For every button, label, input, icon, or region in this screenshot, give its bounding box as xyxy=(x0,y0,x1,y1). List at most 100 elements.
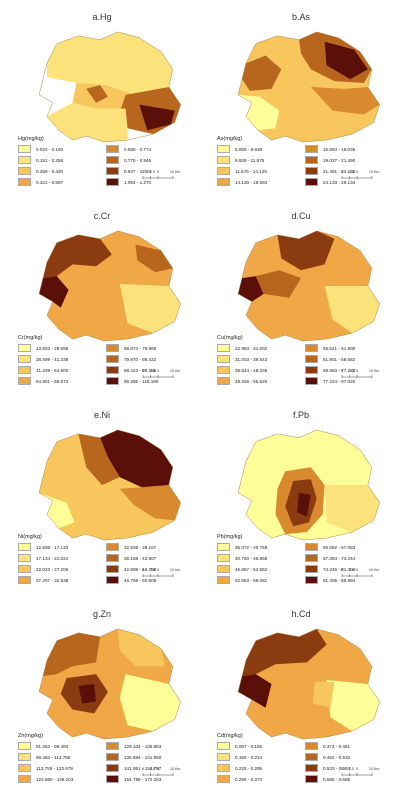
legend-title: As(mg/kg) xyxy=(217,136,243,142)
concentration-zone xyxy=(43,632,101,677)
legend-title: Hg(mg/kg) xyxy=(18,136,44,142)
legend-label: 0.374 - 0.461 xyxy=(323,743,351,749)
scale-label: 10 Km xyxy=(170,170,181,174)
concentration-zone xyxy=(324,285,380,334)
legend-item: 99.484 - 113.758 xyxy=(18,753,98,761)
concentration-zone xyxy=(255,270,301,298)
choropleth-map xyxy=(237,230,380,342)
legend-label: 16.584 - 19.036 xyxy=(323,146,356,152)
scale-label: 10 Km xyxy=(369,170,380,174)
legend-swatch xyxy=(217,355,230,363)
legend: Hg(mg/kg) 0.022 - 0.150 0.598 - 0.774 0.151… xyxy=(18,136,186,186)
legend-item: 0.259 - 0.420 xyxy=(18,167,98,175)
concentration-zone xyxy=(119,674,181,732)
legend-item: 99.286 - 118.190 xyxy=(106,377,186,385)
map-panel: e.Ni Ni(mg/kg) 12.838 - 17.133 32.539 - 38.… xyxy=(4,398,200,594)
legend-swatch xyxy=(18,764,31,772)
concentration-zone xyxy=(297,492,311,517)
legend-item: 0.947 - 1.093 xyxy=(106,167,186,175)
scale-bar: 0 2.5 5 10 Km xyxy=(142,767,188,779)
legend-swatch xyxy=(106,366,119,374)
legend-label: 11.676 - 14.129 xyxy=(235,168,267,174)
legend-swatch xyxy=(18,543,31,551)
legend-label: 81.283 - 99.483 xyxy=(36,743,69,749)
legend-label: 61.901 - 68.682 xyxy=(323,356,356,362)
scale-labels: 0 2.5 5 10 Km xyxy=(142,568,188,573)
legend-item: 81.283 - 99.483 xyxy=(18,742,98,750)
legend-label: 79.970 - 89.422 xyxy=(124,356,157,362)
legend-label: 68.874 - 79.969 xyxy=(124,345,157,351)
legend: Cu(mg/kg) 22.983 - 31.002 55.621 - 61.900 3… xyxy=(217,335,385,385)
legend-item: 79.970 - 89.422 xyxy=(106,355,186,363)
legend-item: 81.405 - 86.884 xyxy=(305,576,385,584)
legend-item: 31.003 - 39.543 xyxy=(217,355,297,363)
legend-item: 0.598 - 0.774 xyxy=(106,145,186,153)
scale-labels: 0 2.5 5 10 Km xyxy=(142,369,188,374)
legend-item: 1.094 - 1.270 xyxy=(106,178,186,186)
scale-bar-line xyxy=(341,574,373,577)
scale-labels: 0 2.5 5 10 Km xyxy=(341,568,387,573)
legend-item: 154.798 - 172.283 xyxy=(106,775,186,783)
legend-item: 89.423 - 99.285 xyxy=(106,366,186,374)
legend-item: 39.544 - 48.335 xyxy=(217,366,297,374)
legend: Pb(mg/kg) 35.072 - 40.759 59.082 - 67.083 4… xyxy=(217,534,385,584)
scale-bar: 0 2.5 5 10 Km xyxy=(341,170,387,182)
legend-label: 68.683 - 77.223 xyxy=(323,367,356,373)
legend-swatch xyxy=(18,156,31,164)
legend-swatch xyxy=(305,565,318,573)
map-panel: g.Zn Zn(mg/kg) 81.283 - 99.483 129.104 - 13… xyxy=(4,597,200,793)
legend-label: 0.947 - 1.093 xyxy=(124,168,152,174)
legend-item: 77.224 - 97.020 xyxy=(305,377,385,385)
legend-swatch xyxy=(217,344,230,352)
legend-label: 19.037 - 21.490 xyxy=(323,157,356,163)
legend-swatch xyxy=(305,366,318,374)
legend-swatch xyxy=(217,156,230,164)
legend: As(mg/kg) 5.069 - 8.938 16.584 - 19.036 8.9… xyxy=(217,136,385,186)
legend-swatch xyxy=(18,576,31,584)
scale-label: 10 Km xyxy=(170,369,181,373)
scale-label: 2.5 xyxy=(349,369,354,373)
scale-label: 5 xyxy=(356,767,358,771)
legend-item: 11.676 - 14.129 xyxy=(217,167,297,175)
legend-label: 28.599 - 41.338 xyxy=(36,356,69,362)
legend-swatch xyxy=(305,178,318,186)
scale-label: 10 Km xyxy=(369,767,380,771)
scale-bar-line xyxy=(142,375,174,378)
legend-label: 12.838 - 17.133 xyxy=(36,544,69,550)
legend-item: 0.775 - 0.946 xyxy=(106,156,186,164)
legend-item: 0.225 - 0.295 xyxy=(217,764,297,772)
legend-item: 32.539 - 38.167 xyxy=(106,543,186,551)
legend-item: 0.421 - 0.597 xyxy=(18,178,98,186)
legend-swatch xyxy=(106,742,119,750)
legend-label: 113.759 - 122.679 xyxy=(36,765,73,771)
legend-label: 89.423 - 99.285 xyxy=(124,367,157,373)
choropleth-map xyxy=(38,31,181,143)
legend-swatch xyxy=(106,543,119,551)
legend-item: 8.939 - 11.675 xyxy=(217,156,297,164)
legend-item: 68.874 - 79.969 xyxy=(106,344,186,352)
map-panel: h.Cd Cd(mg/kg) 0.087 - 0.165 0.374 - 0.461 0… xyxy=(203,597,399,793)
scale-labels: 0 2.5 5 10 Km xyxy=(341,767,387,772)
legend-title: Cr(mg/kg) xyxy=(18,335,43,341)
panel-title: c.Cr xyxy=(93,211,111,221)
concentration-zone xyxy=(86,85,108,103)
legend-item: 61.901 - 68.682 xyxy=(305,355,385,363)
legend-label: 38.168 - 42.907 xyxy=(124,555,157,561)
legend-label: 122.680 - 129.103 xyxy=(36,776,74,782)
legend-swatch xyxy=(18,742,31,750)
legend-swatch xyxy=(106,576,119,584)
legend-swatch xyxy=(305,156,318,164)
legend: Ni(mg/kg) 12.838 - 17.133 32.539 - 38.167 1… xyxy=(18,534,186,584)
concentration-zone xyxy=(326,680,380,732)
panel-title: h.Cd xyxy=(291,609,311,619)
legend-item: 0.151 - 0.258 xyxy=(18,156,98,164)
legend-swatch xyxy=(18,344,31,352)
legend-swatch xyxy=(305,775,318,783)
legend-swatch xyxy=(217,167,230,175)
concentration-zone xyxy=(139,104,175,131)
scale-bar-line xyxy=(341,773,373,776)
legend-label: 52.553 - 59.081 xyxy=(235,577,268,583)
legend-item: 122.680 - 129.103 xyxy=(18,775,98,783)
legend-swatch xyxy=(217,576,230,584)
